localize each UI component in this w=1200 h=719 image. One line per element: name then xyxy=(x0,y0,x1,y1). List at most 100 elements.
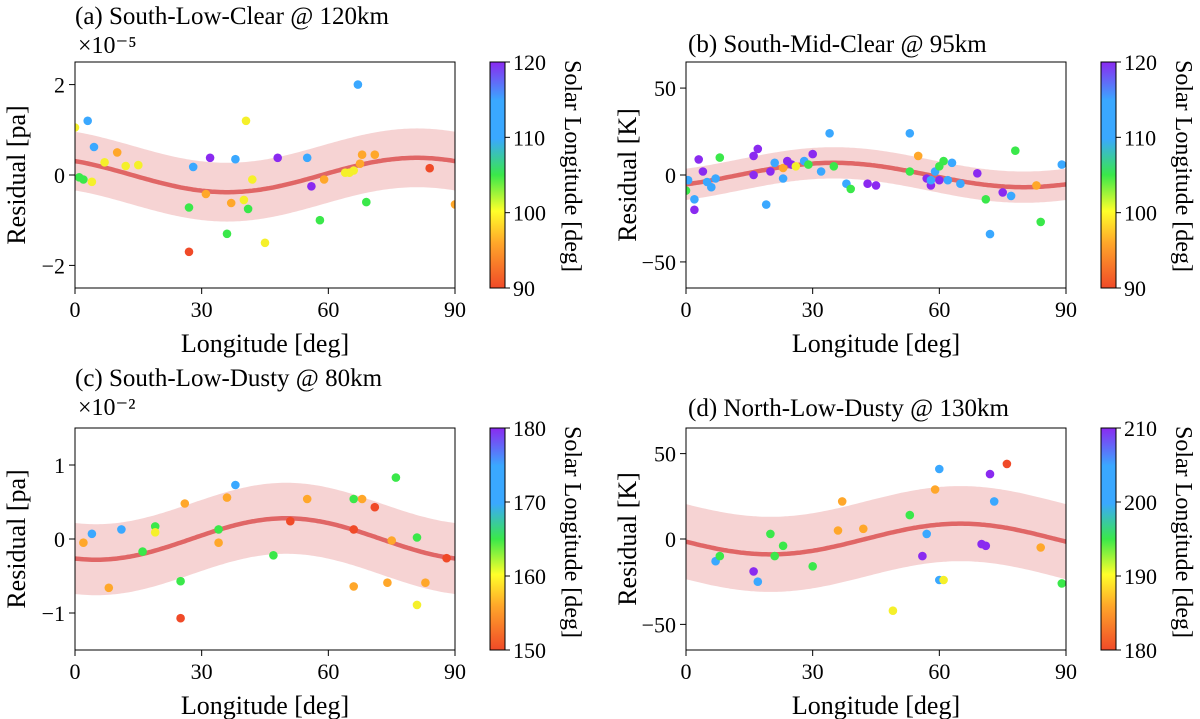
data-point xyxy=(829,162,839,171)
data-point xyxy=(1002,459,1012,469)
data-point xyxy=(383,578,392,587)
x-tick-label: 90 xyxy=(1055,659,1077,684)
colorbar-tick-label: 90 xyxy=(1124,276,1146,301)
fit-curve xyxy=(686,160,1066,190)
data-point xyxy=(362,197,371,207)
data-point xyxy=(808,562,817,571)
data-point xyxy=(184,247,194,257)
data-point xyxy=(913,151,923,161)
x-tick-label: 30 xyxy=(191,659,213,684)
chart-title: (d) North-Low-Dusty @ 130km xyxy=(688,395,1009,422)
plot-area xyxy=(686,129,1066,239)
colorbar xyxy=(1100,61,1117,289)
y-tick-label: 0 xyxy=(665,163,676,188)
x-tick-label: 0 xyxy=(70,659,81,684)
colorbar-tick-label: 110 xyxy=(1124,125,1156,150)
x-tick-label: 30 xyxy=(802,297,824,322)
data-point xyxy=(922,529,931,539)
panel-c: 0 30 60 90 −1 0 1 Longitude [deg] Residual [pa] (… xyxy=(2,365,585,719)
data-point xyxy=(442,553,451,563)
data-point xyxy=(79,538,88,547)
data-point xyxy=(985,469,995,479)
plot-area xyxy=(686,459,1066,615)
colorbar-tick-label: 180 xyxy=(513,416,546,441)
data-point xyxy=(75,123,80,132)
data-point xyxy=(804,160,813,169)
plot-area xyxy=(75,473,455,623)
x-axis-label: Longitude [deg] xyxy=(181,329,349,358)
data-point xyxy=(319,175,329,184)
colorbar-label: Solar Longitude [deg] xyxy=(559,60,585,272)
colorbar-tick-label: 180 xyxy=(1124,638,1157,663)
data-point xyxy=(353,80,363,89)
data-point xyxy=(1036,543,1045,552)
colorbar-label: Solar Longitude [deg] xyxy=(1170,60,1196,272)
data-point xyxy=(138,547,147,556)
data-point xyxy=(100,158,109,167)
data-point xyxy=(150,522,160,531)
data-point xyxy=(180,499,190,508)
data-point xyxy=(753,577,763,586)
data-point xyxy=(989,497,999,506)
data-point xyxy=(273,153,283,163)
data-point xyxy=(871,181,881,190)
colorbar xyxy=(1100,427,1117,651)
x-tick-label: 60 xyxy=(928,297,950,322)
y-axis-label: Residual [pa] xyxy=(2,469,31,608)
data-point xyxy=(846,184,855,194)
x-axis-label: Longitude [deg] xyxy=(792,329,960,358)
confidence-band xyxy=(686,486,1066,592)
data-point xyxy=(939,575,948,585)
chart-title: (b) South-Mid-Clear @ 95km xyxy=(688,31,987,58)
y-tick-label: 50 xyxy=(654,442,676,467)
colorbar-tick-label: 170 xyxy=(513,490,546,515)
data-point xyxy=(791,162,801,171)
data-point xyxy=(349,525,359,534)
colorbar-tick-label: 210 xyxy=(1124,416,1157,441)
data-point xyxy=(888,606,898,615)
data-point xyxy=(935,175,944,185)
data-point xyxy=(357,150,367,159)
data-point xyxy=(201,189,211,199)
data-point xyxy=(412,600,422,610)
y-tick-label: −50 xyxy=(642,250,676,275)
data-point xyxy=(1057,579,1066,588)
data-point xyxy=(355,159,365,168)
x-tick-label: 0 xyxy=(681,297,692,322)
data-point xyxy=(863,179,872,188)
y-tick-label: 0 xyxy=(54,163,65,188)
data-point xyxy=(825,129,834,138)
colorbar-tick-label: 200 xyxy=(1124,490,1157,515)
data-point xyxy=(387,536,397,545)
data-point xyxy=(134,160,143,170)
colorbar-tick-label: 90 xyxy=(513,276,535,301)
data-point xyxy=(698,167,708,176)
x-tick-label: 0 xyxy=(70,297,81,322)
data-point xyxy=(425,163,435,173)
data-point xyxy=(269,551,278,560)
x-axis-label: Longitude [deg] xyxy=(181,691,349,719)
colorbar-tick-label: 160 xyxy=(513,564,546,589)
data-point xyxy=(985,229,995,239)
colorbar-label: Solar Longitude [deg] xyxy=(559,426,585,638)
data-point xyxy=(686,186,691,195)
data-point xyxy=(450,200,455,209)
data-point xyxy=(117,525,126,534)
colorbar-tick-label: 120 xyxy=(1124,50,1157,75)
x-axis-label: Longitude [deg] xyxy=(792,691,960,719)
data-point xyxy=(943,175,953,185)
data-point xyxy=(686,175,693,185)
data-point xyxy=(973,169,982,178)
data-point xyxy=(749,567,758,576)
scale-multiplier: ×10⁻² xyxy=(78,395,135,421)
data-point xyxy=(694,155,703,164)
data-point xyxy=(930,485,940,494)
y-tick-label: 2 xyxy=(54,73,65,98)
data-point xyxy=(749,151,758,161)
data-point xyxy=(248,175,257,184)
data-point xyxy=(766,529,775,539)
y-tick-label: −50 xyxy=(642,612,676,637)
data-point xyxy=(1006,191,1016,201)
